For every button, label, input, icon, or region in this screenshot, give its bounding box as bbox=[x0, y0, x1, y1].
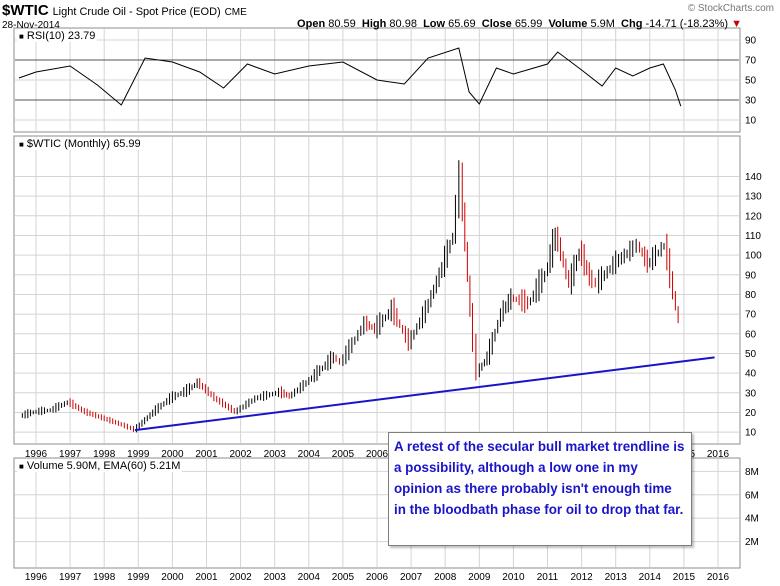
price-y-tick: 90 bbox=[745, 270, 757, 281]
price-y-tick: 120 bbox=[745, 211, 762, 222]
price-series bbox=[21, 160, 679, 433]
volume-x-tick: 2010 bbox=[502, 572, 525, 583]
volume-y-tick: 2M bbox=[745, 537, 759, 548]
down-arrow-icon: ▼ bbox=[731, 18, 742, 30]
volume-x-tick: 2012 bbox=[570, 572, 593, 583]
chart-title: $WTIC Light Crude Oil - Spot Price (EOD)… bbox=[2, 2, 247, 19]
price-x-tick: 1999 bbox=[127, 449, 150, 460]
volume-y-tick: 6M bbox=[745, 490, 759, 501]
volume-x-tick: 2002 bbox=[229, 572, 252, 583]
volume-x-tick: 2005 bbox=[332, 572, 355, 583]
price-y-tick: 30 bbox=[745, 388, 757, 399]
volume-x-tick: 2004 bbox=[298, 572, 321, 583]
chart-date: 28-Nov-2014 bbox=[2, 20, 60, 31]
volume-x-tick: 1999 bbox=[127, 572, 150, 583]
price-x-tick: 2006 bbox=[366, 449, 389, 460]
price-x-tick: 1996 bbox=[25, 449, 48, 460]
close-value: 65.99 bbox=[514, 18, 543, 30]
price-x-tick: 2016 bbox=[707, 449, 730, 460]
volume-x-tick: 2007 bbox=[400, 572, 423, 583]
rsi-y-tick: 50 bbox=[745, 76, 757, 87]
open-label: Open bbox=[297, 18, 326, 30]
price-y-tick: 130 bbox=[745, 192, 762, 203]
volume-x-tick: 2000 bbox=[161, 572, 184, 583]
volume-x-tick: 2008 bbox=[434, 572, 457, 583]
rsi-series bbox=[18, 47, 682, 107]
price-x-tick: 2000 bbox=[161, 449, 184, 460]
chg-label: Chg bbox=[621, 18, 643, 30]
price-x-tick: 2003 bbox=[264, 449, 287, 460]
symbol: $WTIC bbox=[2, 2, 49, 19]
high-label: High bbox=[361, 18, 387, 30]
volume-x-tick: 2011 bbox=[537, 572, 559, 583]
close-label: Close bbox=[481, 18, 512, 30]
volume-x-tick: 2014 bbox=[639, 572, 662, 583]
price-y-tick: 40 bbox=[745, 369, 757, 380]
price-y-tick: 100 bbox=[745, 251, 762, 262]
price-x-tick: 2002 bbox=[229, 449, 252, 460]
volume-label-text: Volume 5.90M, EMA(60) 5.21M bbox=[26, 460, 181, 472]
volume-x-tick: 2001 bbox=[195, 572, 218, 583]
volume-x-tick: 1997 bbox=[59, 572, 82, 583]
rsi-y-tick: 70 bbox=[745, 56, 757, 67]
exchange: CME bbox=[224, 7, 247, 18]
price-y-tick: 80 bbox=[745, 290, 757, 301]
low-label: Low bbox=[423, 18, 446, 30]
volume-x-tick: 2015 bbox=[673, 572, 696, 583]
price-y-tick: 70 bbox=[745, 310, 757, 321]
price-y-tick: 20 bbox=[745, 408, 757, 419]
rsi-y-tick: 10 bbox=[745, 116, 757, 127]
volume-label: ■ Volume 5.90M, EMA(60) 5.21M bbox=[17, 460, 183, 472]
volume-value: 5.9M bbox=[590, 18, 615, 30]
volume-label: Volume bbox=[548, 18, 588, 30]
low-value: 65.69 bbox=[448, 18, 476, 30]
price-x-tick: 2001 bbox=[195, 449, 218, 460]
rsi-y-tick: 30 bbox=[745, 96, 757, 107]
ohlc-readout: Open 80.59 High 80.98 Low 65.69 Close 65… bbox=[297, 18, 742, 30]
high-value: 80.98 bbox=[389, 18, 417, 30]
watermark[interactable]: © StockCharts.com bbox=[687, 3, 774, 14]
volume-y-tick: 4M bbox=[745, 514, 759, 525]
price-y-tick: 10 bbox=[745, 428, 757, 439]
price-y-tick: 60 bbox=[745, 329, 757, 340]
price-x-tick: 1998 bbox=[93, 449, 116, 460]
legend-swatch-icon: ■ bbox=[19, 462, 24, 471]
volume-x-tick: 2013 bbox=[605, 572, 628, 583]
rsi-label: ■ RSI(10) 23.79 bbox=[17, 30, 98, 42]
volume-x-tick: 2009 bbox=[468, 572, 491, 583]
chg-value: -14.71 (-18.23%) bbox=[645, 18, 729, 30]
symbol-description: Light Crude Oil - Spot Price (EOD) bbox=[52, 6, 221, 18]
price-x-tick: 1997 bbox=[59, 449, 82, 460]
legend-swatch-icon: ■ bbox=[19, 32, 24, 41]
trendline-group bbox=[134, 356, 715, 432]
price-label: ■ $WTIC (Monthly) 65.99 bbox=[17, 138, 143, 150]
volume-x-tick: 1998 bbox=[93, 572, 116, 583]
price-label-text: $WTIC (Monthly) 65.99 bbox=[26, 138, 141, 150]
rsi-line bbox=[18, 47, 682, 107]
open-value: 80.59 bbox=[328, 18, 356, 30]
annotation-box: A retest of the secular bull market tren… bbox=[388, 432, 692, 546]
price-x-tick: 2004 bbox=[298, 449, 321, 460]
price-x-tick: 2005 bbox=[332, 449, 355, 460]
volume-x-tick: 2003 bbox=[264, 572, 287, 583]
volume-x-tick: 2006 bbox=[366, 572, 389, 583]
legend-swatch-icon: ■ bbox=[19, 140, 24, 149]
volume-y-tick: 8M bbox=[745, 467, 759, 478]
trendline bbox=[134, 356, 715, 432]
rsi-y-tick: 90 bbox=[745, 36, 757, 47]
price-y-tick: 50 bbox=[745, 349, 757, 360]
rsi-label-text: RSI(10) 23.79 bbox=[26, 30, 96, 42]
volume-x-tick: 1996 bbox=[25, 572, 48, 583]
price-y-tick: 110 bbox=[745, 231, 761, 242]
price-y-tick: 140 bbox=[745, 172, 762, 183]
volume-x-tick: 2016 bbox=[707, 572, 730, 583]
